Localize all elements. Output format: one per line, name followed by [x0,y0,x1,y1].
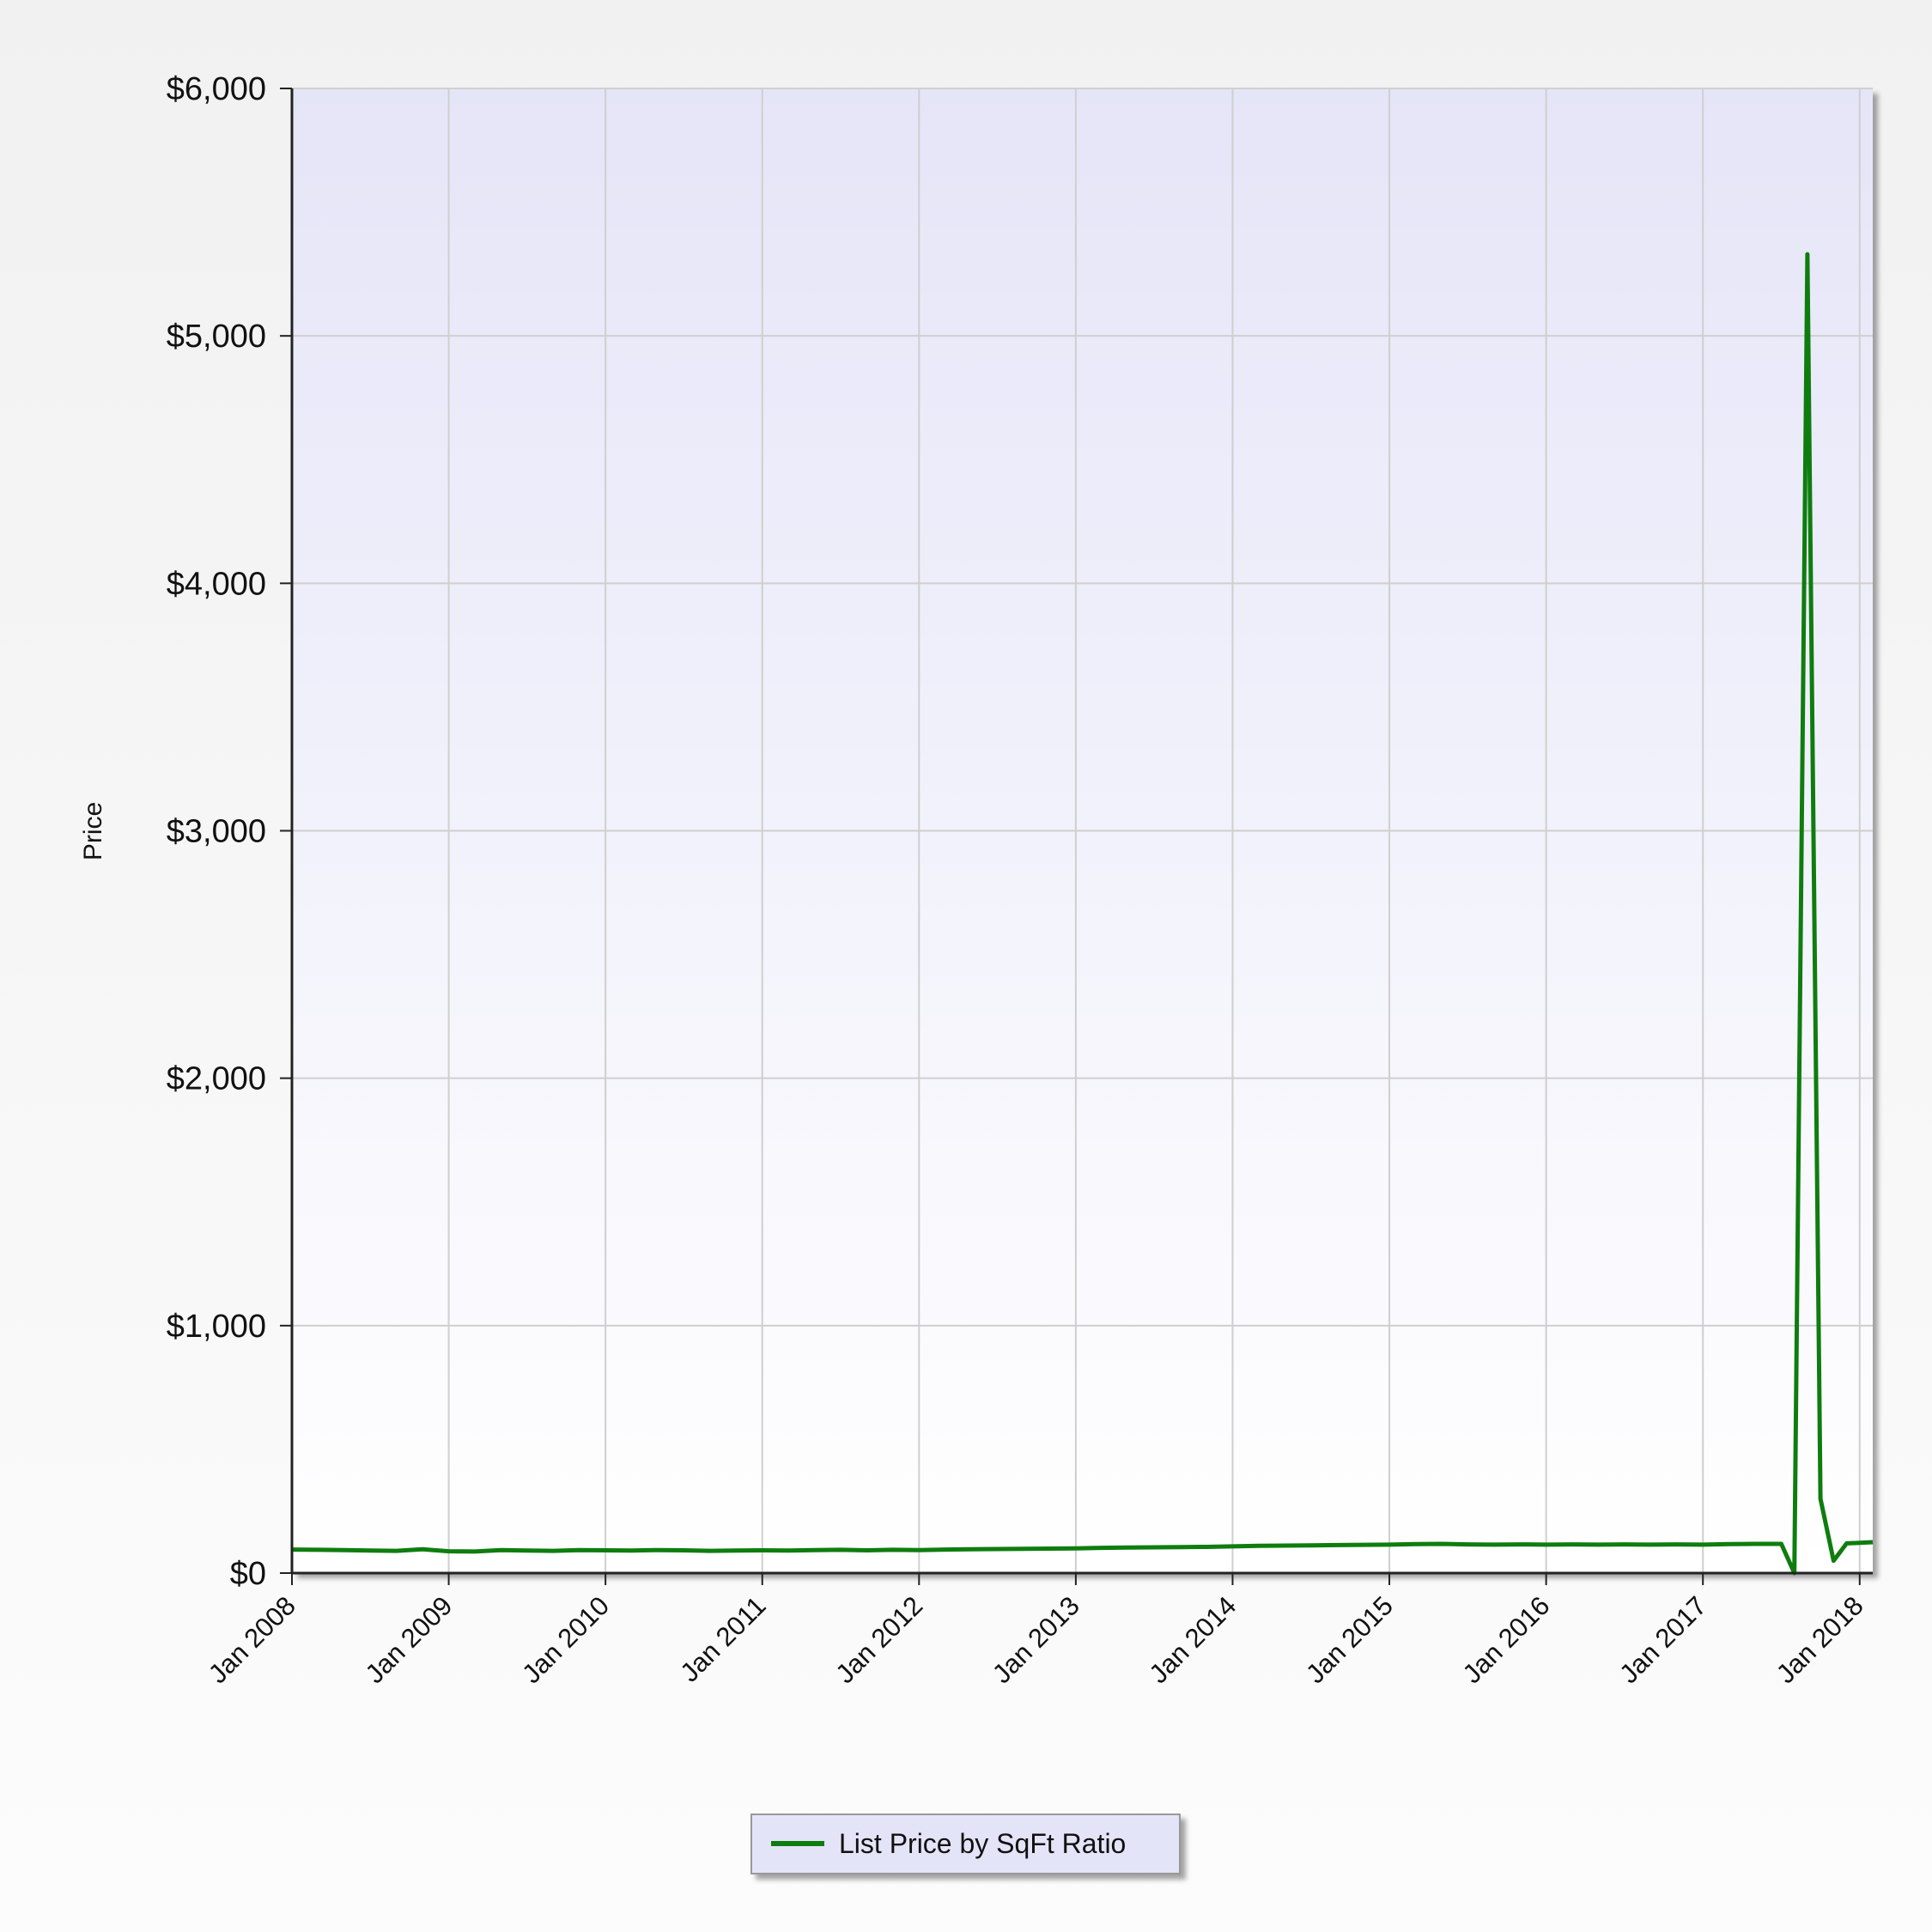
series-layer [291,252,1874,1576]
y-tick-label: $6,000 [167,71,266,107]
x-tick-label: Jan 2009 [360,1590,459,1689]
x-ticks: Jan 2008 Jan 2009 Jan 2010 Jan 2011 Jan 2012… [203,1573,1869,1689]
y-tick-label: $4,000 [167,566,266,602]
gridlines [292,88,1873,1573]
y-tick-label: $2,000 [167,1061,266,1097]
y-tick-label: $0 [230,1556,266,1592]
series-line [291,252,1874,1576]
x-tick-label: Jan 2008 [203,1590,301,1689]
y-tick-label: $5,000 [167,319,266,355]
x-tick-label: Jan 2012 [829,1590,928,1689]
x-tick-label: Jan 2017 [1613,1590,1712,1689]
x-tick-label: Jan 2018 [1771,1590,1869,1689]
x-tick-label: Jan 2013 [987,1590,1085,1689]
x-tick-label: Jan 2016 [1457,1590,1556,1689]
legend-label: List Price by SqFt Ratio [839,1828,1126,1859]
legend: List Price by SqFt Ratio [750,1814,1181,1874]
y-tick-label: $3,000 [167,814,266,850]
x-tick-label: Jan 2014 [1143,1590,1242,1689]
y-ticks: $0 $1,000 $2,000 $3,000 $4,000 $5,000 $6,000 [167,71,292,1592]
y-axis-title: Price [79,802,107,860]
x-tick-label: Jan 2015 [1300,1590,1399,1689]
x-tick-label: Jan 2011 [674,1590,771,1687]
x-tick-label: Jan 2010 [516,1590,615,1689]
y-tick-label: $1,000 [167,1309,266,1345]
